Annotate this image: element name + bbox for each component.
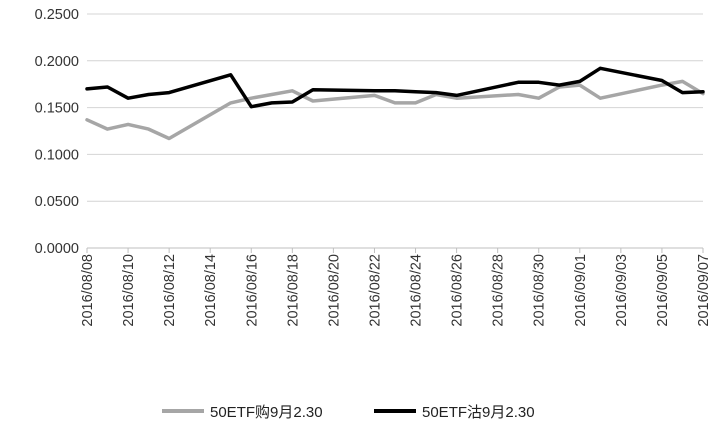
x-tick-label: 2016/09/05: [655, 254, 671, 327]
legend-label-put: 50ETF沽9月2.30: [422, 404, 535, 421]
y-axis-ticks: 0.0000 0.0500 0.1000 0.1500 0.2000 0.2500: [35, 7, 79, 257]
x-tick-label: 2016/08/30: [532, 254, 548, 327]
y-tick-label: 0.2500: [35, 7, 79, 23]
x-tick-label: 2016/08/18: [285, 254, 301, 327]
grid-lines: [87, 13, 703, 249]
x-tick-label: 2016/08/12: [162, 254, 178, 327]
y-tick-label: 0.2000: [35, 54, 79, 70]
y-tick-label: 0.1000: [35, 147, 79, 163]
x-tick-label: 2016/09/01: [573, 254, 589, 327]
x-tick-label: 2016/08/24: [409, 254, 425, 327]
legend: 50ETF购9月2.30 50ETF沽9月2.30: [162, 404, 535, 421]
y-tick-label: 0.1500: [35, 101, 79, 117]
y-tick-label: 0.0500: [35, 194, 79, 210]
x-tick-label: 2016/08/28: [491, 254, 507, 327]
x-tick-label: 2016/08/16: [244, 254, 260, 327]
x-axis-ticks: 2016/08/08 2016/08/10 2016/08/12 2016/08/14…: [80, 248, 712, 327]
legend-label-call: 50ETF购9月2.30: [210, 404, 323, 421]
x-tick-label: 2016/08/10: [121, 254, 137, 327]
x-tick-label: 2016/08/22: [367, 254, 383, 327]
x-tick-label: 2016/08/26: [450, 254, 466, 327]
y-tick-label: 0.0000: [35, 241, 79, 257]
series-line-put: [85, 66, 705, 109]
series-lines: [85, 66, 705, 141]
series-line-call: [85, 79, 705, 141]
x-tick-label: 2016/08/14: [203, 254, 219, 327]
x-tick-label: 2016/08/08: [80, 254, 96, 327]
x-tick-label: 2016/09/07: [696, 254, 712, 327]
x-tick-label: 2016/09/03: [614, 254, 630, 327]
x-tick-label: 2016/08/20: [326, 254, 342, 327]
